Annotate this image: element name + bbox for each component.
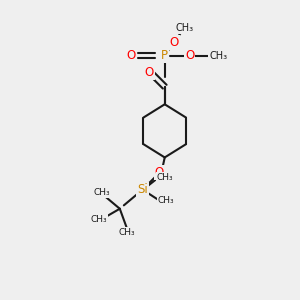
Text: CH₃: CH₃ [90,215,107,224]
Text: O: O [145,66,154,79]
Text: P: P [161,49,168,62]
Text: O: O [185,49,194,62]
Text: CH₃: CH₃ [176,23,194,33]
Text: O: O [155,166,164,179]
Text: CH₃: CH₃ [119,228,135,237]
Text: CH₃: CH₃ [157,173,173,182]
Text: CH₃: CH₃ [94,188,110,197]
Text: O: O [126,49,136,62]
Text: CH₃: CH₃ [209,51,227,61]
Text: O: O [169,36,178,49]
Text: CH₃: CH₃ [158,196,174,205]
Text: Si: Si [137,183,148,196]
